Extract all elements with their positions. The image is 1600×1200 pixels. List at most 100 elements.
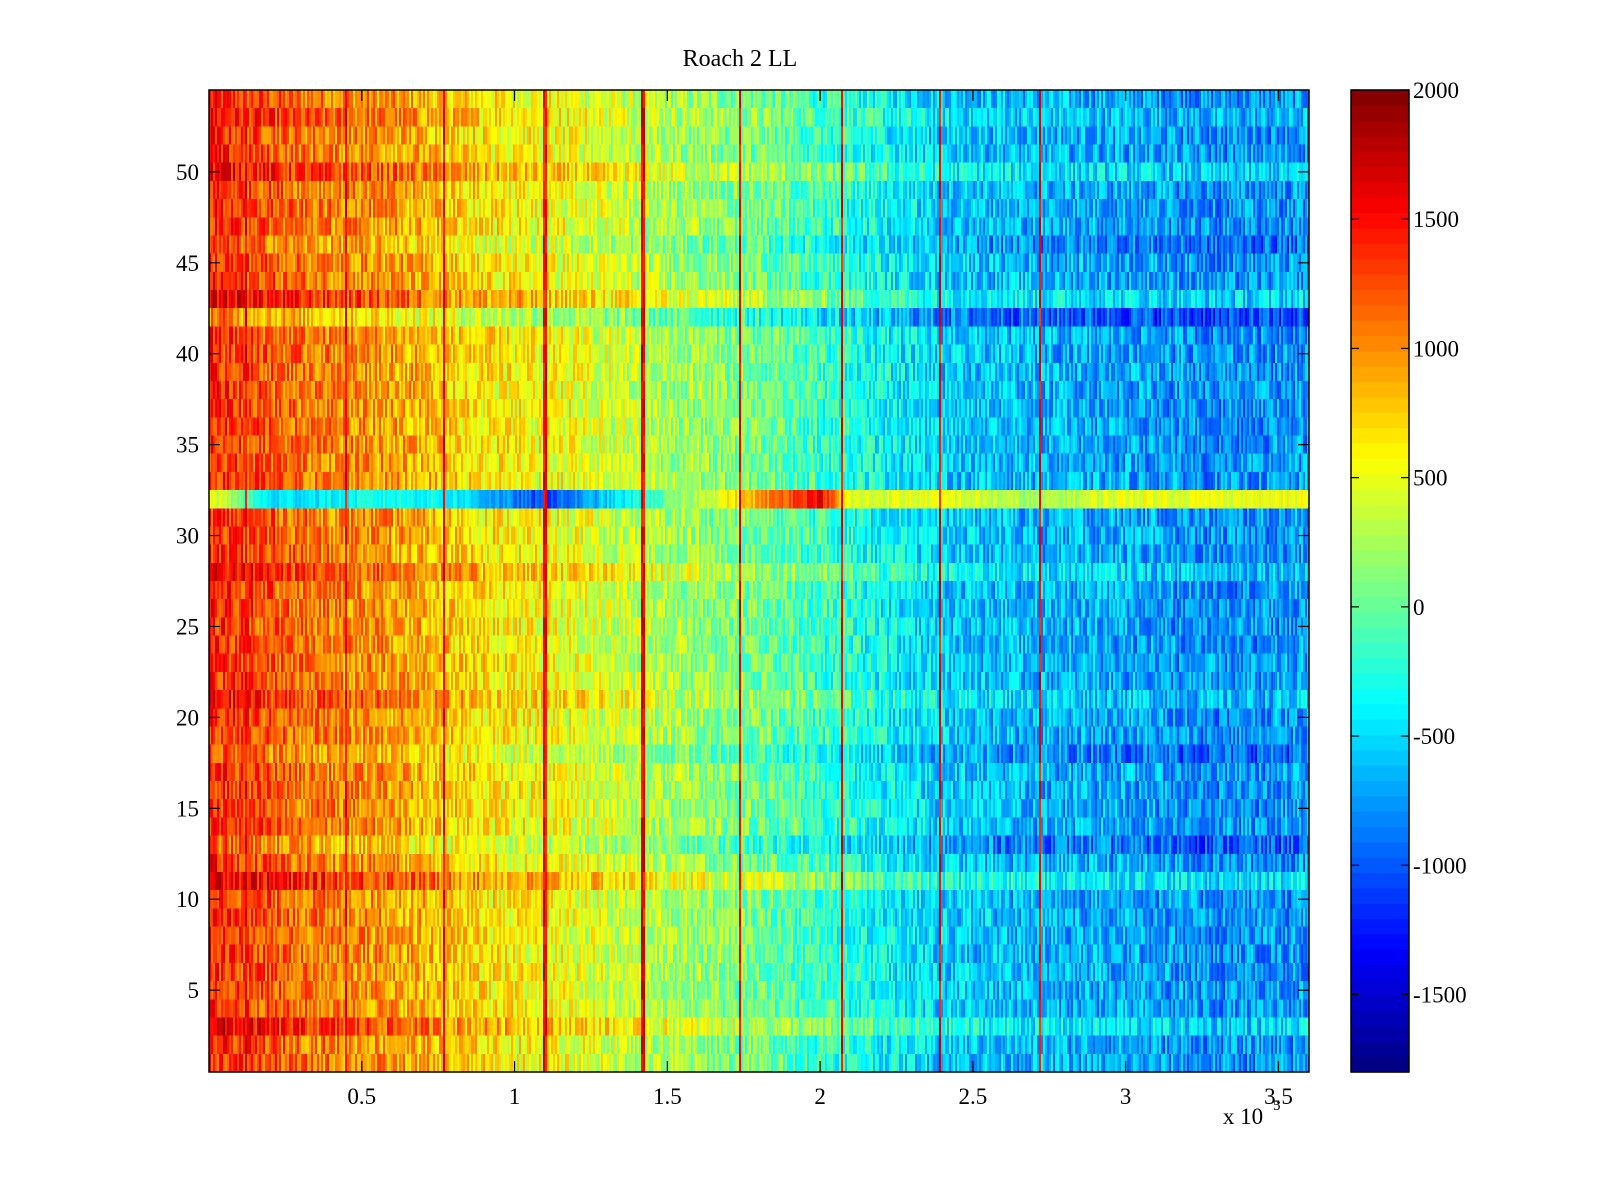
colorbar-swatch	[1351, 258, 1409, 275]
colorbar-swatch	[1351, 136, 1409, 152]
colorbar-swatch	[1351, 335, 1409, 352]
y-tick-label: 35	[176, 433, 199, 458]
plot-frame	[208, 89, 1310, 1073]
colorbar-swatch	[1351, 780, 1409, 797]
x-tick-label: 3.5	[1264, 1084, 1293, 1109]
x-axis: 0.5 1 1.5 2 2.5 3 3.5	[347, 90, 1293, 1109]
colorbar-swatch	[1351, 688, 1409, 705]
colorbar-swatch	[1351, 642, 1409, 659]
y-tick-label: 20	[176, 705, 199, 730]
colorbar-swatch	[1351, 841, 1409, 858]
colorbar-swatch	[1351, 795, 1409, 812]
colorbar-swatch	[1351, 458, 1409, 475]
colorbar-swatch	[1351, 765, 1409, 782]
chart-title: Roach 2 LL	[683, 46, 798, 72]
colorbar-tick-label: -1000	[1413, 853, 1467, 878]
x-axis-exponent: x 10 5	[1223, 1098, 1281, 1129]
colorbar-swatch	[1351, 903, 1409, 920]
colorbar-tick-label: 1500	[1413, 207, 1459, 232]
y-tick-label: 10	[176, 887, 199, 912]
y-tick-label: 25	[176, 614, 199, 639]
y-tick-label: 45	[176, 251, 199, 276]
colorbar-swatch	[1351, 105, 1409, 122]
colorbar-ticks: 2000 1500 1000 500 0 -500 -1000 -1500	[1351, 78, 1467, 1007]
x-tick-label: 1.5	[653, 1084, 682, 1109]
colorbar-swatch	[1351, 488, 1409, 505]
colorbar-swatch	[1351, 673, 1409, 690]
colorbar-swatch	[1351, 274, 1409, 291]
colorbar-swatch	[1351, 872, 1409, 889]
x-tick-label: 1	[509, 1084, 521, 1109]
y-axis: 5 10 15 20 25 30 35 40 45 50	[176, 160, 1309, 1003]
y-tick-label: 15	[176, 796, 199, 821]
colorbar-swatch	[1351, 504, 1409, 521]
colorbar-swatch	[1351, 243, 1409, 260]
colorbar-swatch	[1351, 1025, 1409, 1042]
colorbar-swatch	[1351, 918, 1409, 935]
colorbar-swatch	[1351, 197, 1409, 214]
colorbar-swatch	[1351, 979, 1409, 996]
colorbar-tick-label: 2000	[1413, 78, 1459, 103]
colorbar-swatch	[1351, 120, 1409, 137]
colorbar-swatch	[1351, 719, 1409, 736]
colorbar-swatch	[1351, 657, 1409, 674]
colorbar-swatch	[1351, 534, 1409, 551]
colorbar	[1350, 89, 1410, 1073]
colorbar-swatch	[1351, 1041, 1409, 1058]
colorbar-swatch	[1351, 933, 1409, 950]
colorbar-swatch	[1351, 1056, 1409, 1073]
x-tick-label: 2.5	[959, 1084, 988, 1109]
colorbar-swatch	[1351, 304, 1409, 321]
colorbar-swatch	[1351, 857, 1409, 874]
plot-area	[208, 89, 1310, 1073]
colorbar-swatch	[1351, 949, 1409, 966]
colorbar-swatch	[1351, 212, 1409, 229]
colorbar-swatch	[1351, 166, 1409, 183]
colorbar-swatch	[1351, 811, 1409, 828]
colorbar-tick-label: -500	[1413, 724, 1455, 749]
x-tick-label: 3	[1120, 1084, 1132, 1109]
colorbar-swatch	[1351, 565, 1409, 582]
colorbar-swatch	[1351, 826, 1409, 843]
colorbar-tick-label: -1500	[1413, 982, 1467, 1007]
colorbar-swatch	[1351, 350, 1409, 367]
colorbar-swatch	[1351, 734, 1409, 751]
colorbar-swatch	[1351, 627, 1409, 643]
colorbar-swatch	[1351, 381, 1409, 398]
colorbar-tick-label: 500	[1413, 466, 1448, 491]
y-tick-label: 50	[176, 160, 199, 185]
colorbar-swatch	[1351, 427, 1409, 444]
colorbar-swatch	[1351, 550, 1409, 567]
colorbar-swatch	[1351, 581, 1409, 597]
y-tick-label: 40	[176, 342, 199, 367]
colorbar-swatch	[1351, 703, 1409, 720]
colorbar-swatch	[1351, 964, 1409, 981]
colorbar-swatch	[1351, 412, 1409, 429]
colorbar-swatch	[1351, 151, 1409, 168]
x-tick-label: 2	[814, 1084, 826, 1109]
colorbar-swatch	[1351, 396, 1409, 413]
x-axis-exponent-power: 5	[1273, 1098, 1281, 1114]
colorbar-swatch	[1351, 228, 1409, 245]
colorbar-swatch	[1351, 749, 1409, 766]
colorbar-tick-label: 1000	[1413, 336, 1459, 361]
colorbar-swatch	[1351, 442, 1409, 459]
colorbar-swatch	[1351, 519, 1409, 536]
colorbar-swatch	[1351, 887, 1409, 904]
colorbar-swatch	[1351, 1010, 1409, 1027]
colorbar-swatch	[1351, 366, 1409, 383]
colorbar-swatch	[1351, 596, 1409, 613]
colorbar-tick-label: 0	[1413, 595, 1425, 620]
colorbar-swatch	[1351, 289, 1409, 306]
colorbar-swatch	[1351, 182, 1409, 199]
y-tick-label: 5	[188, 978, 200, 1003]
colorbar-swatch	[1351, 611, 1409, 628]
colorbar-swatch	[1351, 320, 1409, 337]
colorbar-frame	[1350, 89, 1410, 1073]
x-tick-label: 0.5	[347, 1084, 376, 1109]
y-tick-label: 30	[176, 524, 199, 549]
colorbar-swatch	[1351, 995, 1409, 1012]
colorbar-swatch	[1351, 473, 1409, 490]
colorbar-swatch	[1351, 90, 1409, 106]
